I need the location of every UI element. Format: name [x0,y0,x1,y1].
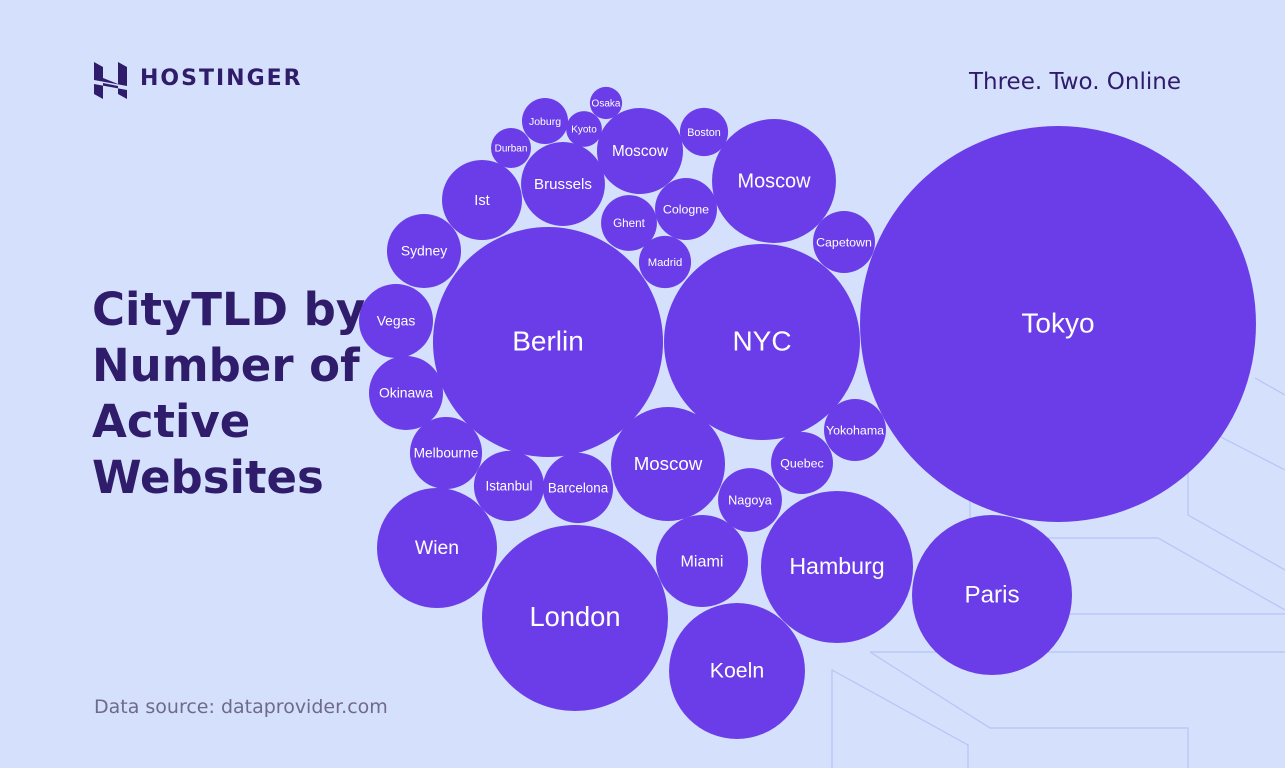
bubble-label: Miami [681,552,724,570]
bubble [813,211,875,273]
bubble [718,468,782,532]
bubble-label: London [529,601,620,632]
bubble-label: Capetown [816,235,872,249]
bubble [481,524,669,712]
bubble-label: Brussels [534,176,592,193]
bubble [771,432,833,494]
bubble-label: Moscow [738,170,812,192]
bubble-label: Tokyo [1021,307,1094,338]
bubble [521,142,605,226]
bubble [491,128,531,168]
bubble-label: Yokohama [826,423,884,437]
bubble-label: Berlin [512,325,584,356]
bubble [638,235,692,289]
bubble-label: Okinawa [379,385,433,401]
bubble-label: Hamburg [789,553,884,579]
bubbles: Tokyo Berlin NYC London Paris Hamburg Koeln Mos… [358,86,1256,739]
bubble [824,399,886,461]
bubble [521,97,569,145]
bubble-label: Quebec [780,456,823,470]
bubble [655,178,717,240]
bubble-label: Vegas [377,313,416,329]
source-note: Data source: dataprovider.com [94,696,388,718]
bubble-label: Nagoya [728,493,773,507]
bubble [566,111,602,147]
bubble [386,213,462,289]
bubble [601,195,657,251]
bubble [358,283,434,359]
bubble [655,514,749,608]
bubble [760,490,914,644]
bubble [664,244,860,440]
bubble [589,86,623,120]
bubble [679,107,729,157]
bubble [610,406,726,522]
bubble [712,119,836,243]
bubble-label: NYC [732,325,791,356]
bubble [596,107,684,195]
tagline: Three. Two. Online [968,69,1181,95]
bubble [409,416,483,490]
bubble-label: Kyoto [571,125,597,136]
bubble [542,452,614,524]
bubble-label: Ist [474,193,489,209]
bubble [442,160,522,240]
logo [94,62,127,99]
bubble-label: Cologne [663,202,709,216]
bubble-label: Sydney [401,243,447,259]
bubble-label: Moscow [612,143,669,160]
bubble-label: Ghent [613,217,646,230]
bubble [860,126,1256,522]
bubble-label: Barcelona [548,481,609,496]
bubble-label: Joburg [529,116,561,128]
bubble-label: Boston [687,127,721,139]
bubble [912,515,1072,675]
bubble [669,603,805,739]
bubble-label: Koeln [710,659,764,683]
brand: HOSTINGER [140,66,303,91]
bubble-label: Istanbul [486,479,533,494]
bubble-label: Osaka [592,99,621,110]
bubble [473,450,545,522]
bubble-label: Durban [495,144,528,155]
bubble-label: Paris [964,581,1019,608]
bubble-label: Melbourne [414,446,479,461]
bubble [368,355,444,431]
chart-title: CityTLD by Number of Active Websites [92,283,366,504]
bubble [377,488,497,608]
bubble-label: Moscow [634,453,703,474]
bubble-label: Wien [415,537,459,559]
bubble [432,226,664,458]
bubble-label: Madrid [648,257,683,269]
